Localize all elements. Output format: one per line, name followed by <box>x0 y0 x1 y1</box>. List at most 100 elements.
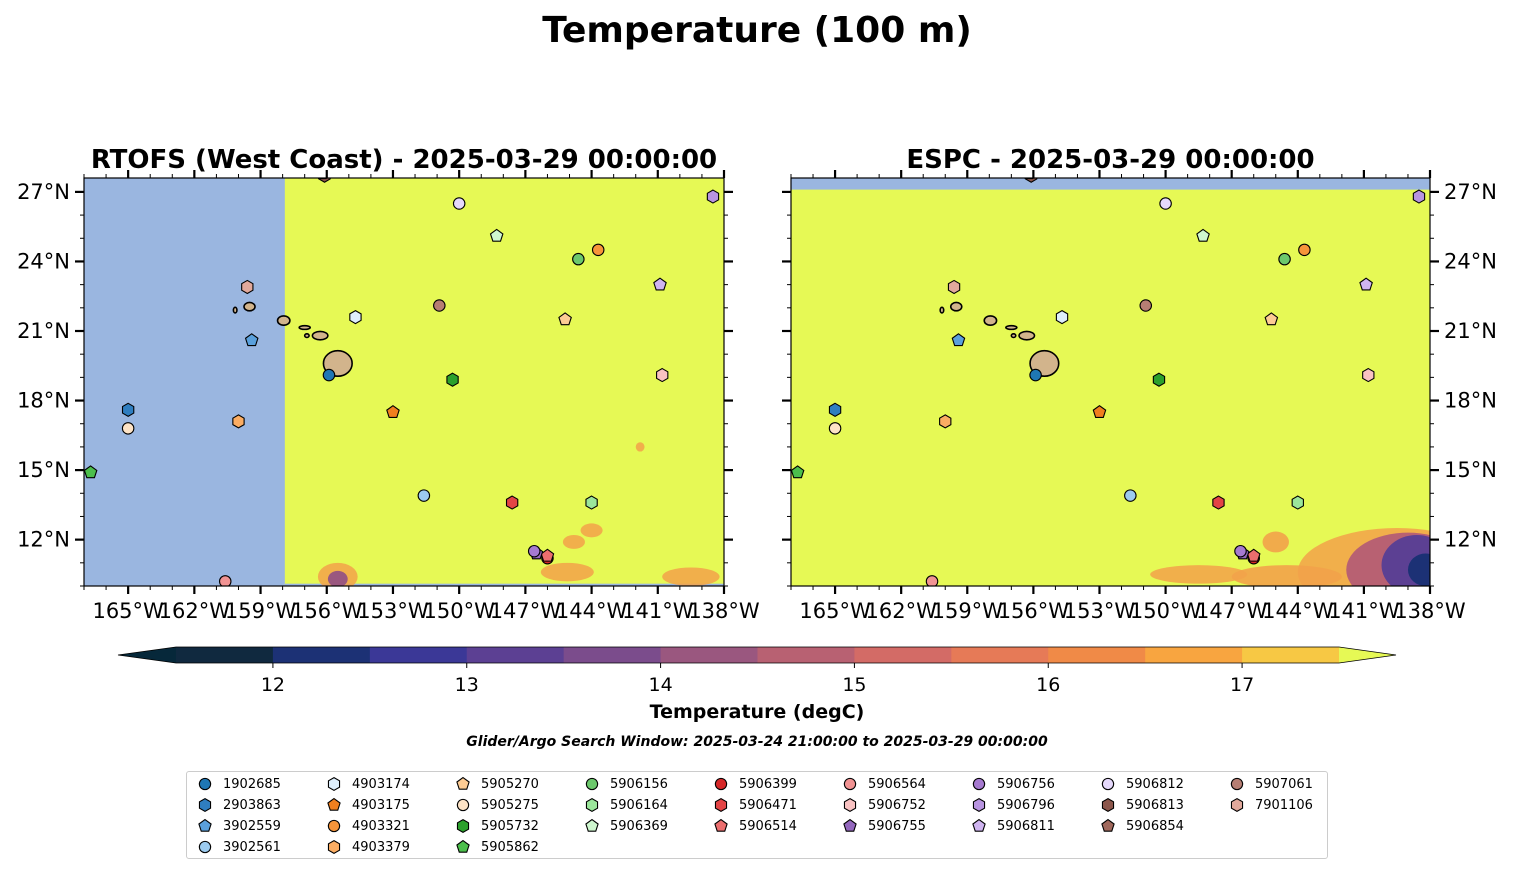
map-frame <box>83 177 725 587</box>
legend-marker-4903174 <box>327 776 341 792</box>
legend-item: 5906369 <box>584 817 668 835</box>
legend-label: 1902685 <box>223 776 281 792</box>
map-panels: RTOFS (West Coast) - 2025-03-29 00:00:00… <box>17 145 1497 623</box>
no-data-region <box>84 178 285 586</box>
colorbar-extend-low <box>118 647 176 663</box>
legend-item: 5906156 <box>584 775 668 793</box>
x-tick-label: 138°W <box>688 599 760 623</box>
float-marker-5906812 <box>452 197 466 210</box>
legend-marker-icon <box>585 777 599 791</box>
x-tick-label: 141°W <box>1328 599 1400 623</box>
legend-marker-icon <box>456 818 470 834</box>
legend-item: 5906399 <box>713 775 797 793</box>
x-tick-label: 153°W <box>357 599 429 623</box>
legend-label: 5906164 <box>610 797 668 813</box>
float-marker-5906564 <box>925 575 939 586</box>
legend-marker-icon <box>327 839 341 855</box>
legend-label: 5905270 <box>481 776 539 792</box>
legend-marker-icon <box>456 776 470 790</box>
float-marker-5906564 <box>218 575 232 586</box>
legend-label: 4903174 <box>352 776 410 792</box>
float-marker-5906752 <box>1362 367 1375 383</box>
legend-marker-icon <box>714 797 728 813</box>
island-kauai <box>243 301 256 312</box>
legend-item: 2903863 <box>197 796 281 814</box>
colorbar-label: Temperature (degC) <box>650 701 865 723</box>
legend-label: 5906811 <box>997 818 1055 834</box>
legend-marker-5906813 <box>1101 797 1115 813</box>
float-marker-3902559 <box>244 333 259 347</box>
map-frame <box>790 177 1431 587</box>
colorbar-outline <box>117 646 1397 664</box>
legend-marker-icon <box>972 777 986 791</box>
legend-label: 3902561 <box>223 839 281 855</box>
float-marker-2903863 <box>828 402 842 417</box>
legend-item: 5906164 <box>584 796 668 814</box>
y-tick-label: 18°N <box>1444 389 1497 413</box>
colorbar-segment <box>1048 647 1146 663</box>
temperature-patch <box>562 535 585 549</box>
legend-item: 5906796 <box>971 796 1055 814</box>
legend-marker-5906854 <box>1101 818 1115 832</box>
legend-item: 5907061 <box>1229 775 1313 793</box>
legend-marker-5906156 <box>585 777 599 791</box>
legend-label: 5906156 <box>610 776 668 792</box>
colorbar-extend-high <box>1339 647 1396 663</box>
legend-item: 5906514 <box>713 817 797 835</box>
legend-marker-5905732 <box>456 818 470 834</box>
float-marker-5906156 <box>572 252 585 266</box>
x-tick-label: 162°W <box>865 599 937 623</box>
legend-marker-5906812 <box>1101 777 1115 791</box>
legend-marker-icon <box>585 818 599 832</box>
temperature-patch <box>1407 553 1430 586</box>
legend-label: 5906756 <box>997 776 1055 792</box>
float-marker-5906369 <box>1196 228 1210 242</box>
legend-marker-5905862 <box>456 839 470 853</box>
y-tick-label: 15°N <box>1444 458 1497 482</box>
y-tick-label: 24°N <box>1444 249 1497 273</box>
legend-marker-5906755 <box>843 818 857 832</box>
legend-marker-5905270 <box>456 776 470 790</box>
legend-marker-icon <box>972 797 986 813</box>
legend-marker-icon <box>198 818 212 832</box>
legend-marker-icon <box>843 777 857 791</box>
legend-marker-4903175 <box>327 797 341 811</box>
legend-marker-5906756 <box>972 777 986 791</box>
legend-item: 5906854 <box>1100 817 1184 835</box>
legend-item: 4903174 <box>326 775 410 793</box>
legend-label: 5907061 <box>1255 776 1313 792</box>
legend-label: 5906514 <box>739 818 797 834</box>
temperature-field <box>791 178 1430 586</box>
map-field <box>84 178 724 586</box>
legend-marker-icon <box>327 797 341 811</box>
map-panel: RTOFS (West Coast) - 2025-03-29 00:00:00… <box>17 145 760 623</box>
legend-marker-4903321 <box>327 819 341 833</box>
legend-marker-1902685 <box>198 777 212 791</box>
legend-label: 5906471 <box>739 797 797 813</box>
float-marker-5906811 <box>653 277 667 291</box>
temperature-patch <box>1231 565 1342 586</box>
island-maui <box>311 330 329 341</box>
legend-label: 5906854 <box>1126 818 1184 834</box>
x-tick-label: 153°W <box>1064 599 1136 623</box>
float-marker-5905270 <box>1264 312 1279 326</box>
legend-marker-3902561 <box>198 840 212 854</box>
legend-label: 5906796 <box>997 797 1055 813</box>
legend-marker-2903863 <box>198 797 212 813</box>
legend-label: 3902559 <box>223 818 281 834</box>
colorbar-segment <box>660 647 759 663</box>
figure-title: Temperature (100 m) <box>542 10 972 51</box>
temperature-patch <box>635 442 645 452</box>
legend-marker-icon <box>1101 777 1115 791</box>
legend-label: 5906812 <box>1126 776 1184 792</box>
legend-marker-icon <box>972 818 986 832</box>
legend-marker-5906752 <box>843 797 857 813</box>
island-oahu <box>276 315 291 327</box>
legend-marker-5905275 <box>456 798 470 812</box>
legend-item: 5906564 <box>842 775 926 793</box>
float-marker-5905275 <box>828 422 842 435</box>
x-tick-label: 147°W <box>490 599 562 623</box>
legend-label: 5906755 <box>868 818 926 834</box>
legend-marker-5906564 <box>843 777 857 791</box>
colorbar-segment <box>1145 647 1243 663</box>
